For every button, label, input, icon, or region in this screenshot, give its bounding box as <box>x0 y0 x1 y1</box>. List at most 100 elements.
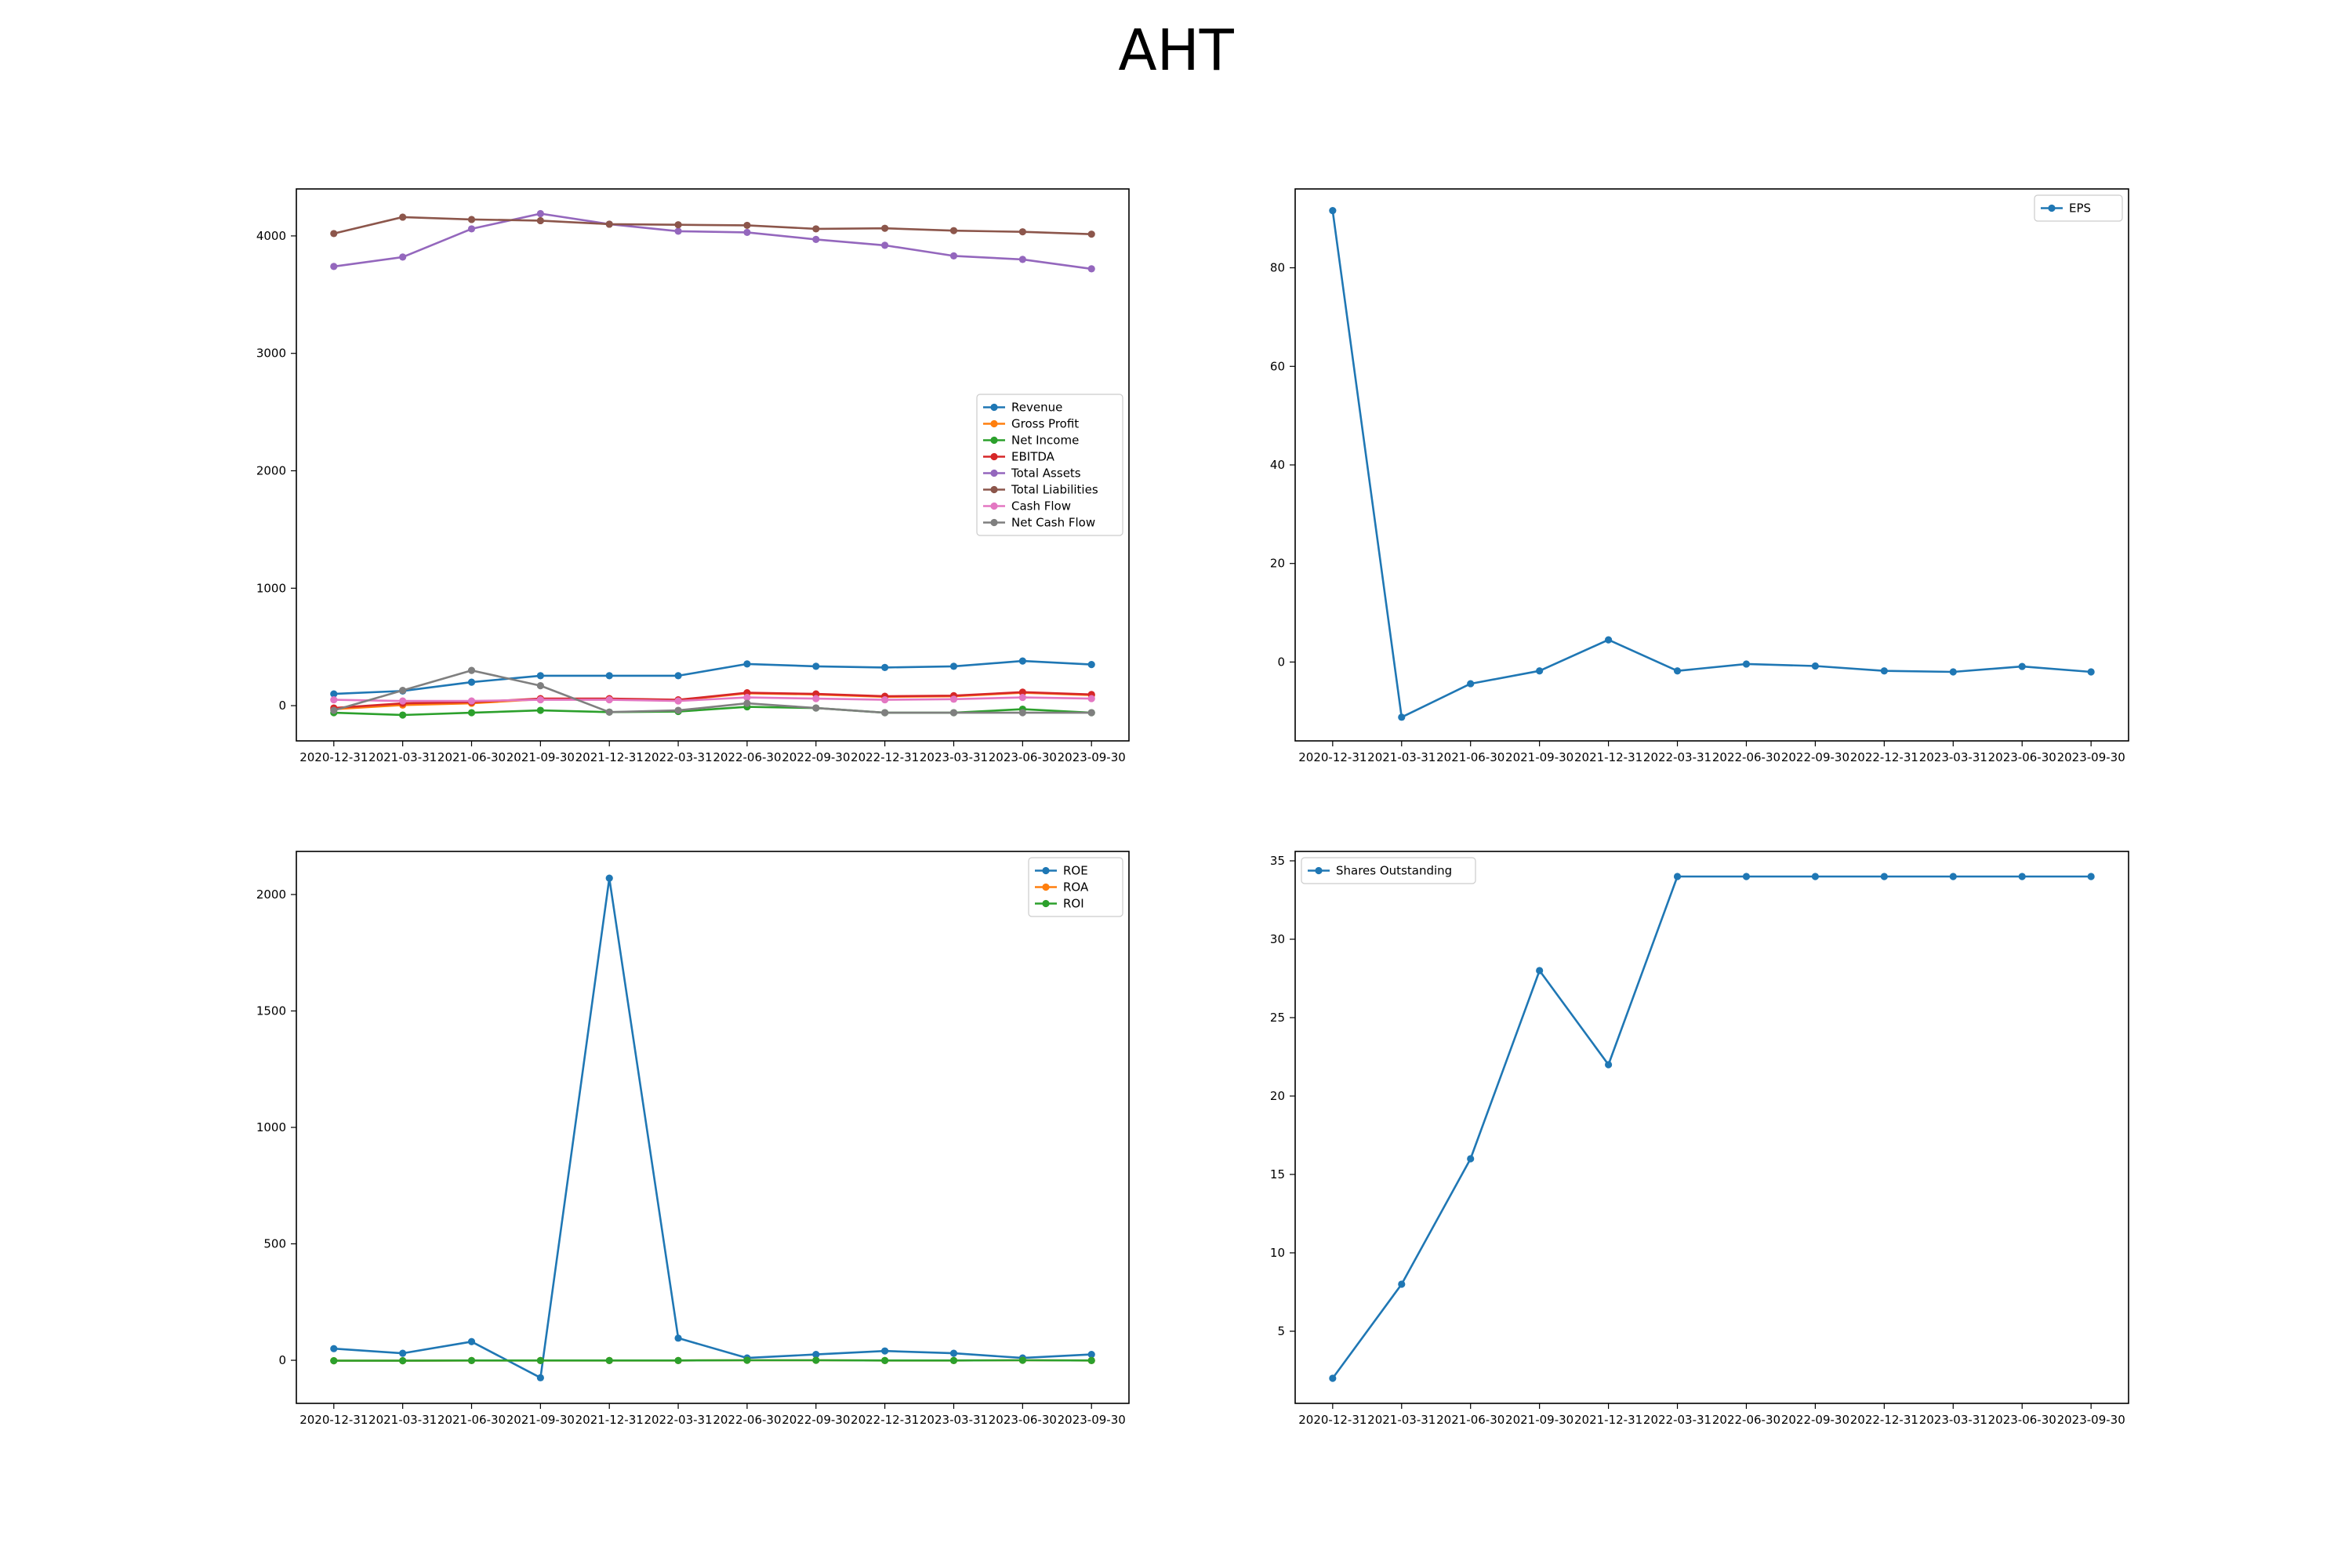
y-tick-label: 60 <box>1270 359 1285 373</box>
data-point <box>2018 662 2026 670</box>
data-point <box>812 704 820 712</box>
y-tick-label: 20 <box>1270 557 1285 571</box>
legend-marker <box>990 452 998 461</box>
x-tick-label: 2023-06-30 <box>989 1413 1057 1427</box>
legend-marker <box>990 502 998 510</box>
data-point <box>467 678 476 686</box>
data-point <box>881 663 889 671</box>
data-point <box>467 666 476 674</box>
x-tick-label: 2023-06-30 <box>1988 750 2056 764</box>
data-point <box>812 1351 820 1359</box>
data-point <box>1949 668 1957 676</box>
data-point <box>1536 667 1544 675</box>
data-point <box>536 1356 544 1364</box>
data-point <box>743 693 751 702</box>
data-point <box>812 225 820 233</box>
x-tick-label: 2021-12-31 <box>575 1413 644 1427</box>
chart-returns: 2020-12-31 2021-03-31 2021-06-30 2021-09-30… <box>256 851 1130 1427</box>
x-tick-label: 2021-03-31 <box>368 1413 437 1427</box>
x-tick-label: 2021-09-30 <box>1505 1413 1573 1427</box>
data-point <box>1467 1155 1475 1163</box>
data-point <box>674 1356 682 1364</box>
axes-frame <box>296 188 1130 742</box>
x-tick-label: 2020-12-31 <box>299 750 368 764</box>
data-point <box>399 253 407 261</box>
data-point <box>949 695 958 703</box>
x-tick-label: 2021-03-31 <box>368 750 437 764</box>
data-point <box>399 697 407 705</box>
series-line-total-liabilities <box>333 216 1092 235</box>
y-tick-label: 5 <box>1277 1324 1285 1338</box>
data-point <box>467 1356 476 1364</box>
data-point <box>536 706 544 714</box>
legend-marker <box>990 518 998 527</box>
x-tick-label: 2023-03-31 <box>920 1413 988 1427</box>
legend-marker <box>990 403 998 412</box>
legend-label: Gross Profit <box>1011 417 1079 431</box>
data-point <box>399 1357 407 1365</box>
data-point <box>1673 873 1682 880</box>
data-point <box>1018 688 1026 696</box>
data-point <box>605 695 613 704</box>
data-point <box>674 221 682 229</box>
x-tick-label: 2022-12-31 <box>851 1413 919 1427</box>
data-point <box>467 697 476 705</box>
data-point <box>330 263 338 270</box>
series-line-net-income <box>333 706 1092 717</box>
y-tick-label: 500 <box>263 1237 286 1251</box>
series-line-cash-flow <box>333 696 1092 702</box>
x-tick-label: 2020-12-31 <box>1298 1413 1367 1427</box>
x-tick-label: 2021-06-30 <box>1436 750 1504 764</box>
data-point <box>881 1356 889 1364</box>
data-point <box>330 706 338 714</box>
y-tick-label: 25 <box>1270 1011 1285 1025</box>
chart-eps: 2020-12-31 2021-03-31 2021-06-30 2021-09-30… <box>1270 188 2129 764</box>
data-point <box>1018 228 1026 236</box>
y-tick-label: 35 <box>1270 854 1285 868</box>
data-point <box>399 213 407 221</box>
data-point <box>467 709 476 717</box>
y-tick-label: 2000 <box>256 887 286 902</box>
legend-box <box>1028 857 1123 917</box>
legend-label: Shares Outstanding <box>1336 864 1452 878</box>
data-point <box>812 695 820 702</box>
x-tick-label: 2020-12-31 <box>1298 750 1367 764</box>
legend-label: Revenue <box>1011 401 1062 415</box>
data-point <box>949 662 958 670</box>
data-point <box>812 1356 820 1364</box>
data-point <box>949 252 958 260</box>
data-point <box>1018 1356 1026 1364</box>
legend-label: EBITDA <box>1011 450 1055 464</box>
x-tick-label: 2022-03-31 <box>644 750 712 764</box>
x-tick-label: 2023-09-30 <box>2057 1413 2125 1427</box>
data-point <box>467 216 476 223</box>
data-point <box>949 709 958 717</box>
y-tick-label: 3000 <box>256 347 286 361</box>
legend: ROE ROA ROI <box>1028 857 1123 917</box>
series-line-ebitda <box>333 691 1092 710</box>
x-tick-label: 2021-09-30 <box>506 1413 575 1427</box>
data-point <box>1880 667 1888 675</box>
x-tick-label: 2023-09-30 <box>2057 750 2125 764</box>
data-point <box>1087 661 1095 669</box>
x-tick-label: 2021-03-31 <box>1367 1413 1436 1427</box>
data-point <box>1673 667 1682 675</box>
data-point <box>743 228 751 237</box>
data-point <box>2087 668 2095 676</box>
y-tick-label: 20 <box>1270 1089 1285 1103</box>
x-tick-label: 2022-12-31 <box>1850 1413 1918 1427</box>
x-tick-label: 2022-09-30 <box>1781 1413 1849 1427</box>
data-point <box>1018 709 1026 717</box>
data-point <box>536 695 544 704</box>
legend: Revenue Gross Profit Net Income EBITDA Total… <box>976 394 1123 536</box>
data-point <box>605 220 613 228</box>
x-tick-label: 2022-06-30 <box>713 750 781 764</box>
y-tick-label: 10 <box>1270 1246 1285 1260</box>
y-tick-label: 2000 <box>256 463 286 477</box>
data-point <box>605 672 613 680</box>
series-line-roe <box>333 877 1092 1379</box>
series-line-total-assets <box>333 212 1092 270</box>
data-point <box>743 660 751 668</box>
data-point <box>1329 1374 1337 1382</box>
data-point <box>605 874 613 882</box>
